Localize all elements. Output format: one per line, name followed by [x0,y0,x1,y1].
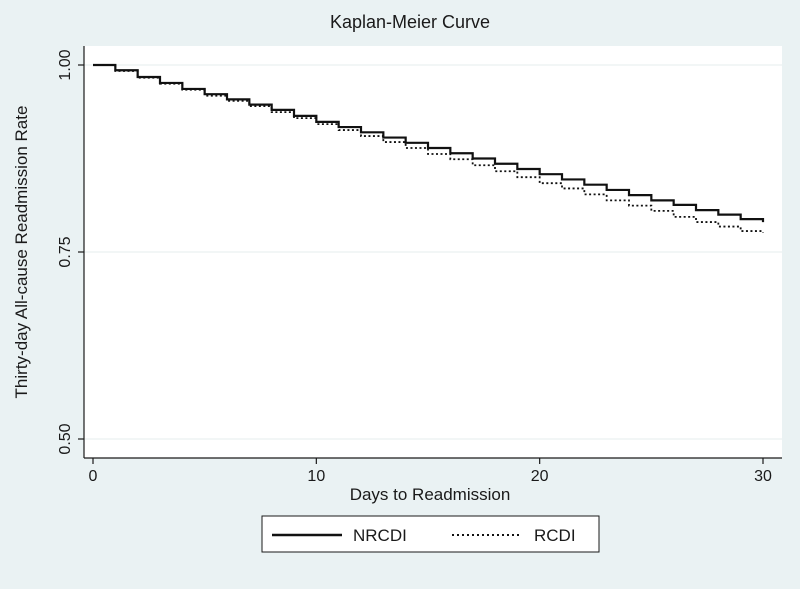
x-tick-label: 0 [89,468,98,485]
x-tick-label: 20 [531,468,549,485]
y-tick-label: 0.75 [57,236,74,267]
chart-title: Kaplan-Meier Curve [330,12,490,32]
y-tick-label: 1.00 [57,49,74,80]
series-lines [93,63,765,233]
x-tick-label: 10 [307,468,325,485]
y-tick-label: 0.50 [57,423,74,454]
x-tick-label: 30 [754,468,772,485]
axis-ticks: 0.50 0.75 1.00 0 10 20 30 [57,49,772,485]
legend-label-rcdi: RCDI [534,526,576,545]
series-line-rcdi [93,64,764,233]
x-axis-label: Days to Readmission [350,485,511,504]
legend: NRCDI RCDI [261,515,600,553]
grid-lines [84,64,782,440]
legend-label-nrcdi: NRCDI [353,526,407,545]
y-axis-label: Thirty-day All-cause Readmission Rate [12,106,31,399]
